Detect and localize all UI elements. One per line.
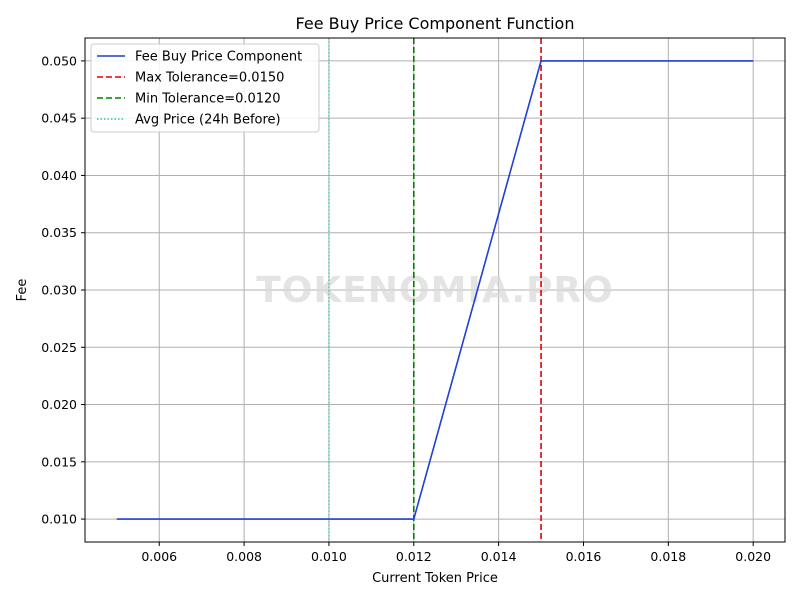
x-tick-label: 0.020 bbox=[735, 549, 771, 564]
chart-title: Fee Buy Price Component Function bbox=[296, 14, 575, 33]
x-tick-label: 0.014 bbox=[481, 549, 517, 564]
y-tick-label: 0.030 bbox=[41, 283, 77, 298]
reference-lines bbox=[328, 38, 542, 542]
legend-box bbox=[90, 43, 320, 133]
y-tick-label: 0.040 bbox=[41, 168, 77, 183]
grid bbox=[85, 38, 785, 542]
y-tick-label: 0.045 bbox=[41, 111, 77, 126]
y-tick-label: 0.010 bbox=[41, 512, 77, 527]
legend-label: Avg Price (24h Before) bbox=[135, 113, 281, 128]
series-line bbox=[116, 60, 754, 520]
x-tick-label: 0.018 bbox=[650, 549, 686, 564]
legend: Fee Buy Price Component Max Tolerance=0.0… bbox=[90, 43, 320, 133]
y-tick-label: 0.025 bbox=[41, 340, 77, 355]
x-axis-ticks: 0.006 0.008 0.010 0.012 0.014 0.016 0.018 0.020 bbox=[141, 542, 771, 564]
x-axis-label: Current Token Price bbox=[372, 571, 498, 586]
y-axis-label: Fee bbox=[15, 279, 30, 302]
y-tick-label: 0.015 bbox=[41, 454, 77, 469]
y-tick-label: 0.020 bbox=[41, 397, 77, 412]
y-tick-label: 0.050 bbox=[41, 53, 77, 68]
legend-label: Fee Buy Price Component bbox=[135, 50, 302, 65]
legend-label: Max Tolerance=0.0150 bbox=[135, 71, 284, 86]
y-axis-ticks: 0.010 0.015 0.020 0.025 0.030 0.035 0.040 0.045… bbox=[41, 53, 85, 527]
x-tick-label: 0.006 bbox=[141, 549, 177, 564]
x-tick-label: 0.008 bbox=[226, 549, 262, 564]
x-tick-label: 0.010 bbox=[311, 549, 347, 564]
series-lines bbox=[116, 60, 754, 520]
x-tick-label: 0.016 bbox=[566, 549, 602, 564]
watermark: TOKENOMIA.PRO bbox=[256, 270, 614, 311]
y-tick-label: 0.035 bbox=[41, 225, 77, 240]
legend-label: Min Tolerance=0.0120 bbox=[135, 92, 281, 107]
x-tick-label: 0.012 bbox=[396, 549, 432, 564]
